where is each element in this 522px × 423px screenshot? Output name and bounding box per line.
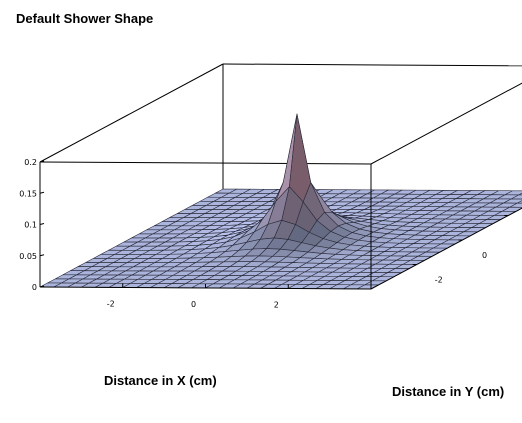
- bounding-box-back: [39, 63, 522, 287]
- z-tick-label: 0: [32, 283, 37, 292]
- z-tick-label: 0.2: [24, 158, 37, 167]
- z-tick-mark: [39, 160, 45, 163]
- y-tick-label: -2: [435, 276, 443, 285]
- y-axis-label: Distance in Y (cm): [392, 384, 504, 399]
- x-tick-label: 0: [191, 300, 196, 309]
- z-tick-label: 0.1: [24, 221, 37, 230]
- z-tick-mark: [39, 254, 45, 257]
- y-tick-label: 0: [482, 251, 487, 260]
- z-tick-label: 0.15: [19, 189, 37, 198]
- z-tick-mark: [39, 191, 45, 194]
- surface-mesh: [39, 113, 522, 290]
- z-tick-label: 0.05: [19, 252, 37, 261]
- box-edge-back: [39, 63, 224, 163]
- box-edge-back: [222, 63, 522, 67]
- z-tick-mark: [39, 223, 45, 225]
- surface-facet: [518, 192, 522, 196]
- box-edge-back: [39, 161, 372, 165]
- surface-facet: [517, 200, 522, 204]
- surface-facet: [289, 113, 312, 203]
- x-axis-label: Distance in X (cm): [104, 373, 217, 388]
- axis-ticks: 00.050.10.150.2-202-202: [19, 158, 509, 310]
- chart-title: Default Shower Shape: [16, 11, 153, 26]
- x-tick-label: 2: [274, 301, 279, 310]
- x-tick-label: -2: [107, 300, 115, 309]
- box-edge-back: [370, 82, 522, 165]
- z-tick-mark: [39, 285, 45, 288]
